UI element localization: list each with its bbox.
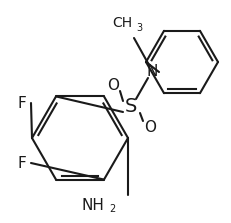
Text: 3: 3: [136, 23, 142, 33]
Text: 2: 2: [109, 204, 115, 214]
Text: S: S: [125, 97, 137, 116]
Text: O: O: [144, 120, 156, 134]
Text: N: N: [146, 64, 158, 80]
Text: CH: CH: [112, 16, 132, 30]
Text: F: F: [18, 155, 26, 171]
Text: NH: NH: [81, 198, 104, 213]
Text: O: O: [107, 78, 119, 93]
Text: F: F: [18, 95, 26, 111]
